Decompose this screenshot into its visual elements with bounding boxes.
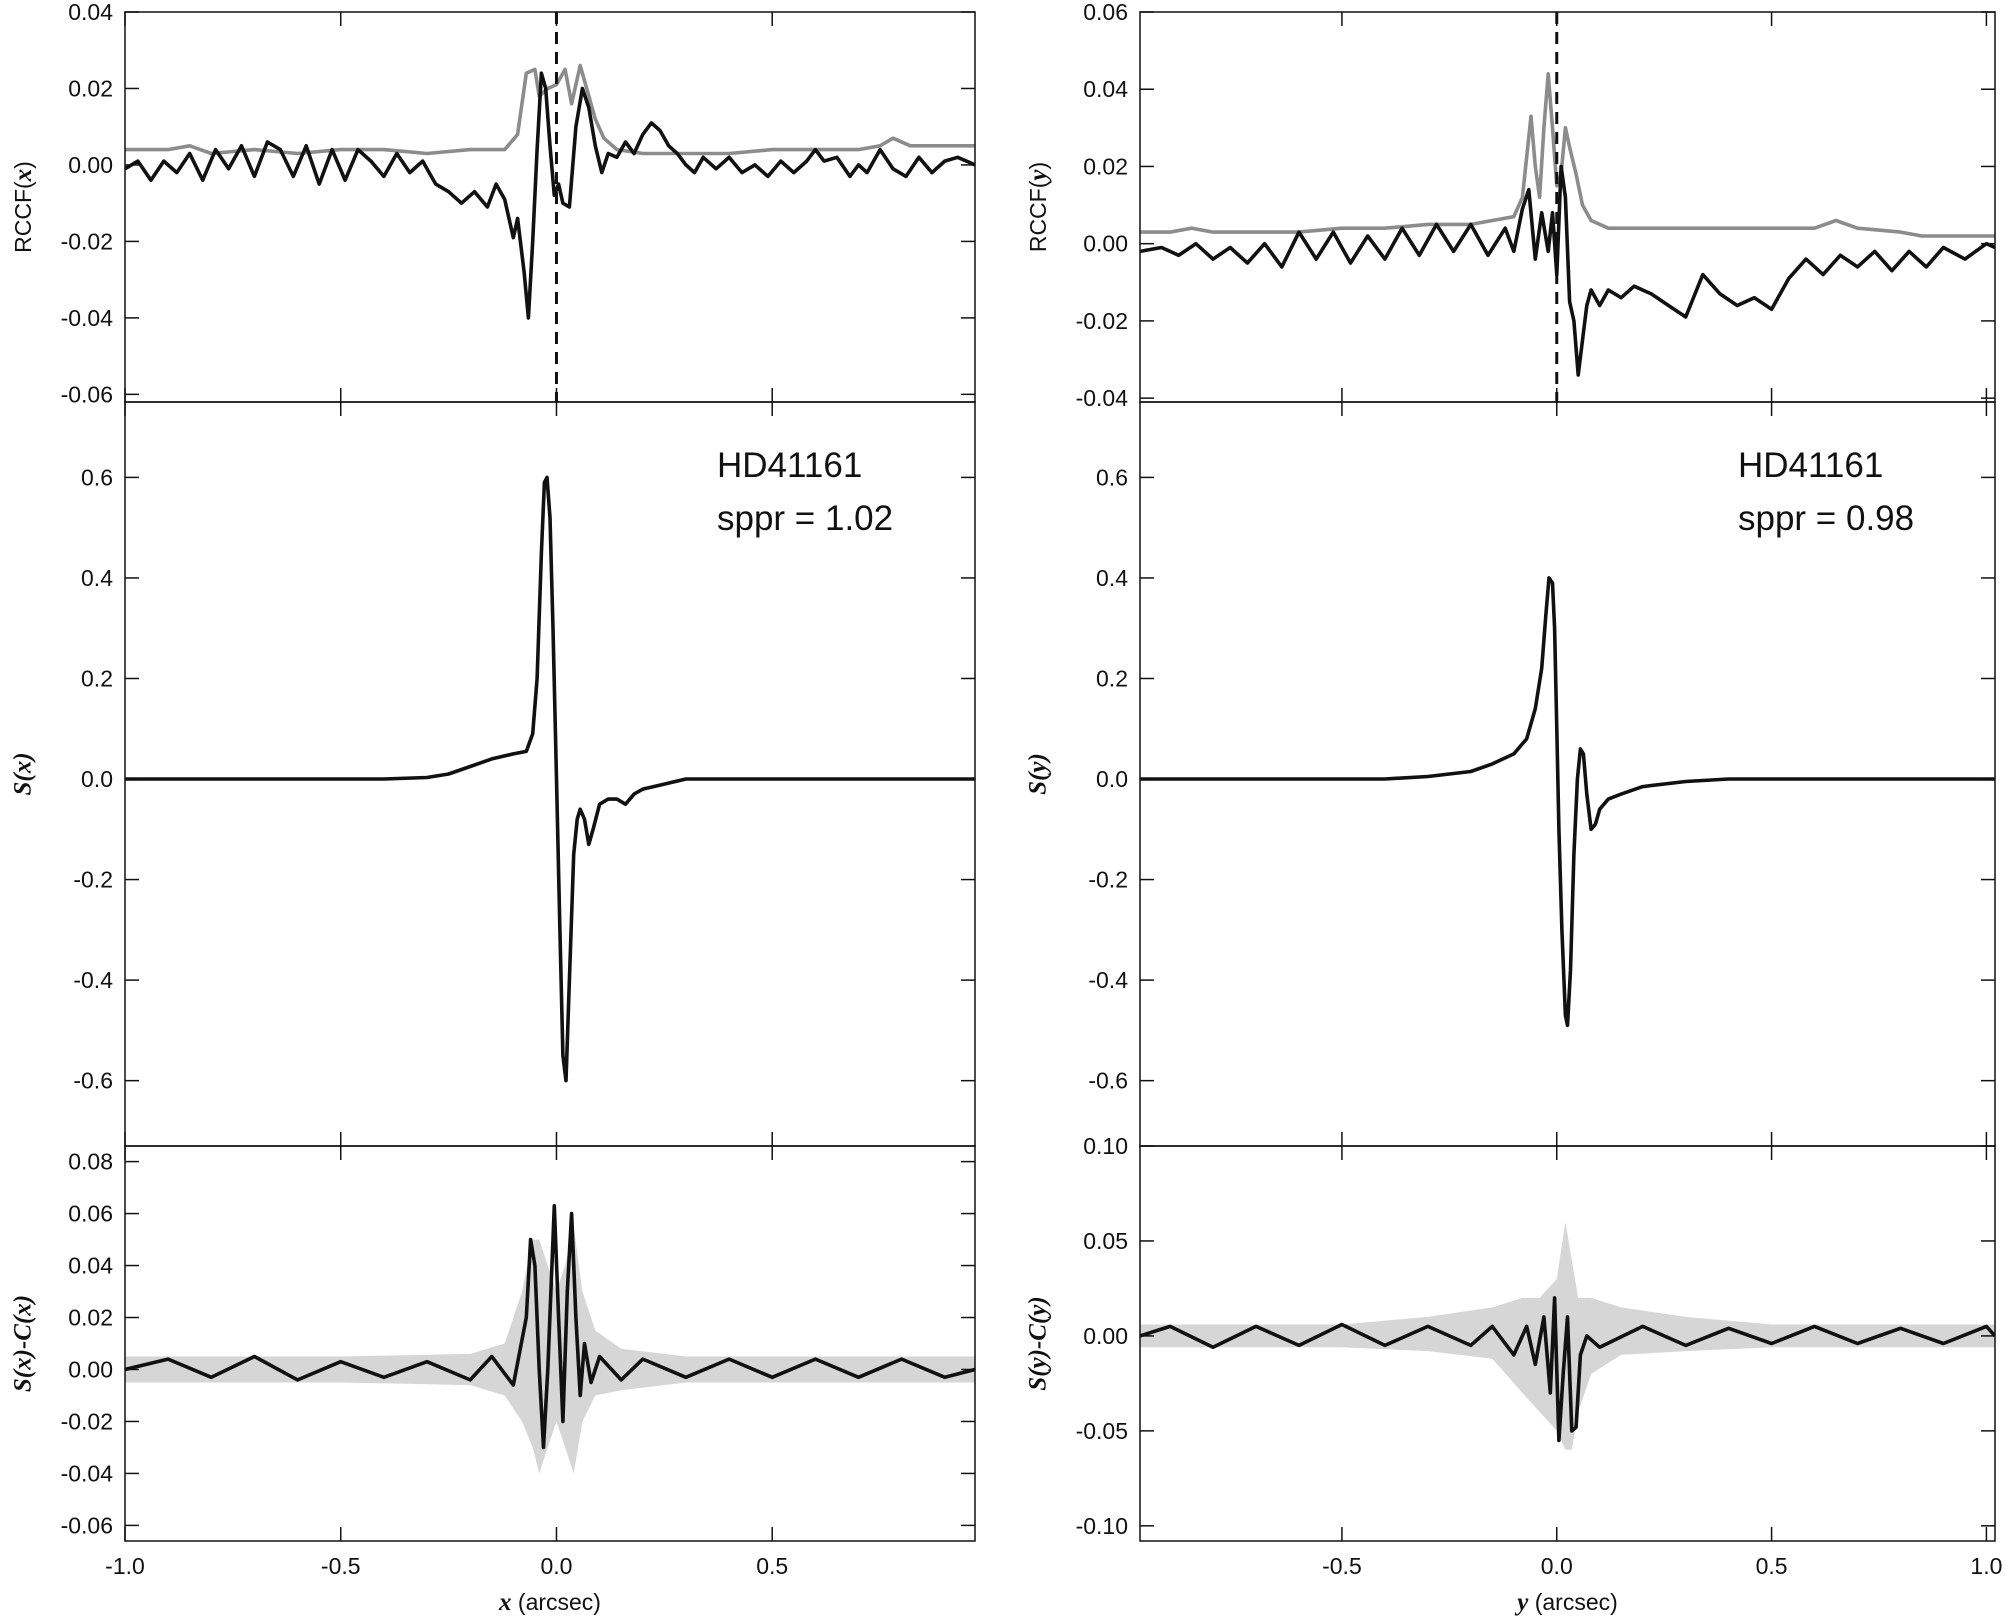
ytick-label: -0.04 [1076, 385, 1129, 411]
ytick-label: -0.10 [1076, 1513, 1128, 1539]
ytick-label: -0.6 [1088, 1068, 1128, 1094]
ytick-label: 0.02 [68, 75, 113, 101]
ytick-label: 0.02 [68, 1305, 113, 1331]
series-line-0 [125, 475, 975, 1083]
y-axis-label: RCCF(x) [10, 161, 37, 253]
y-axis-label: S(y)-C(y) [1025, 1296, 1052, 1390]
ytick-label: -0.2 [1088, 867, 1128, 893]
panel-signal-y: 0.6 0.4 0.2 0.0 -0.2 -0.4 -0.6 S(y) [1025, 401, 1996, 1147]
ytick-label: 0.04 [68, 0, 113, 25]
panel-rccf-x: 0.04 0.02 0.00 -0.02 -0.04 -0.06 RCCF(x) [10, 0, 976, 407]
plot-frame [124, 1145, 976, 1542]
y-axis-label: S(x)-C(x) [10, 1295, 37, 1392]
chart-column-x: 0.04 0.02 0.00 -0.02 -0.04 -0.06 RCCF(x) 0.6 0.4… [10, 0, 976, 1616]
panel-residual-y: 0.10 0.05 0.00 -0.05 -0.10 S(y)-C(y) [1025, 1133, 1996, 1542]
ytick-label: 0.4 [1096, 565, 1128, 591]
xtick-label: 0.0 [540, 1553, 572, 1579]
series-line-0 [125, 1204, 975, 1450]
panel-signal-x: 0.6 0.4 0.2 0.0 -0.2 -0.4 -0.6 S(x) [10, 401, 976, 1147]
series-line-0 [125, 63, 975, 156]
xtick-label: -0.5 [321, 1553, 361, 1579]
ytick-label: 0.0 [1096, 766, 1128, 792]
y-axis-label: S(x) [10, 752, 37, 795]
sppr-annotation: sppr = 1.02 [717, 499, 893, 538]
ytick-label: -0.02 [61, 1408, 113, 1434]
xtick-label: 0.0 [1541, 1553, 1573, 1579]
ytick-label: 0.6 [1096, 464, 1128, 490]
y-axis-label: RCCF(y) [1025, 162, 1052, 252]
ytick-label: -0.2 [73, 867, 113, 893]
ytick-label: 0.00 [1083, 1323, 1128, 1349]
plot-frame [1139, 1145, 1996, 1542]
series-line-0 [1140, 72, 1995, 238]
ytick-label: 0.05 [1083, 1228, 1128, 1254]
ytick-label: 0.6 [81, 464, 113, 490]
series-line-0 [1140, 576, 1995, 1028]
panel-residual-x: 0.08 0.06 0.04 0.02 0.00 -0.02 -0.04 -0.06 S(x)-… [10, 1145, 976, 1542]
series-line-1 [125, 71, 975, 320]
chart-column-y: 0.060.040.020.00-0.02-0.04RCCF(y)0.60.40… [1025, 0, 2003, 1616]
ytick-label: -0.05 [1076, 1418, 1128, 1444]
sppr-annotation: sppr = 0.98 [1738, 499, 1914, 538]
ytick-label: -0.06 [61, 381, 113, 407]
ytick-label: -0.02 [61, 228, 113, 254]
series-line-0 [1140, 1296, 1995, 1443]
ytick-label: 0.2 [1096, 665, 1128, 691]
ytick-label: 0.06 [68, 1201, 113, 1227]
ytick-label: -0.04 [61, 1460, 114, 1486]
plot-frame [124, 11, 976, 403]
xtick-label: -1.0 [105, 1553, 145, 1579]
xtick-label: 0.5 [756, 1553, 788, 1579]
ytick-label: 0.00 [1083, 231, 1128, 257]
star-name-annotation: HD41161 [1738, 446, 1883, 485]
ytick-label: 0.04 [68, 1253, 113, 1279]
xtick-label: 1.0 [1970, 1553, 2002, 1579]
ytick-label: 0.08 [68, 1149, 113, 1175]
ytick-label: -0.02 [1076, 308, 1128, 334]
series-line-1 [1140, 164, 1995, 377]
ytick-label: 0.04 [1083, 76, 1128, 102]
ytick-label: 0.02 [1083, 153, 1128, 179]
ytick-label: 0.00 [68, 152, 113, 178]
ytick-label: 0.06 [1083, 0, 1128, 25]
panel-rccf-y: 0.06 0.04 0.02 0.00 -0.02 -0.04 RCCF(y) [1025, 0, 1996, 411]
xtick-label: -0.5 [1322, 1553, 1362, 1579]
ytick-label: 0.10 [1083, 1133, 1128, 1159]
ytick-label: 0.4 [81, 565, 113, 591]
xtick-label: 0.5 [1756, 1553, 1788, 1579]
ytick-label: 0.2 [81, 665, 113, 691]
ytick-label: 0.00 [68, 1356, 113, 1382]
ytick-label: -0.04 [61, 305, 114, 331]
ytick-label: -0.4 [73, 967, 113, 993]
x-axis-label: y (arcsec) [1514, 1589, 1618, 1616]
star-name-annotation: HD41161 [717, 446, 862, 485]
ytick-label: -0.06 [61, 1512, 113, 1538]
y-axis-label: S(y) [1025, 753, 1052, 795]
ytick-label: -0.4 [1088, 967, 1128, 993]
ytick-label: 0.0 [81, 766, 113, 792]
ytick-label: -0.6 [73, 1068, 113, 1094]
x-axis-label: x (arcsec) [498, 1589, 601, 1616]
